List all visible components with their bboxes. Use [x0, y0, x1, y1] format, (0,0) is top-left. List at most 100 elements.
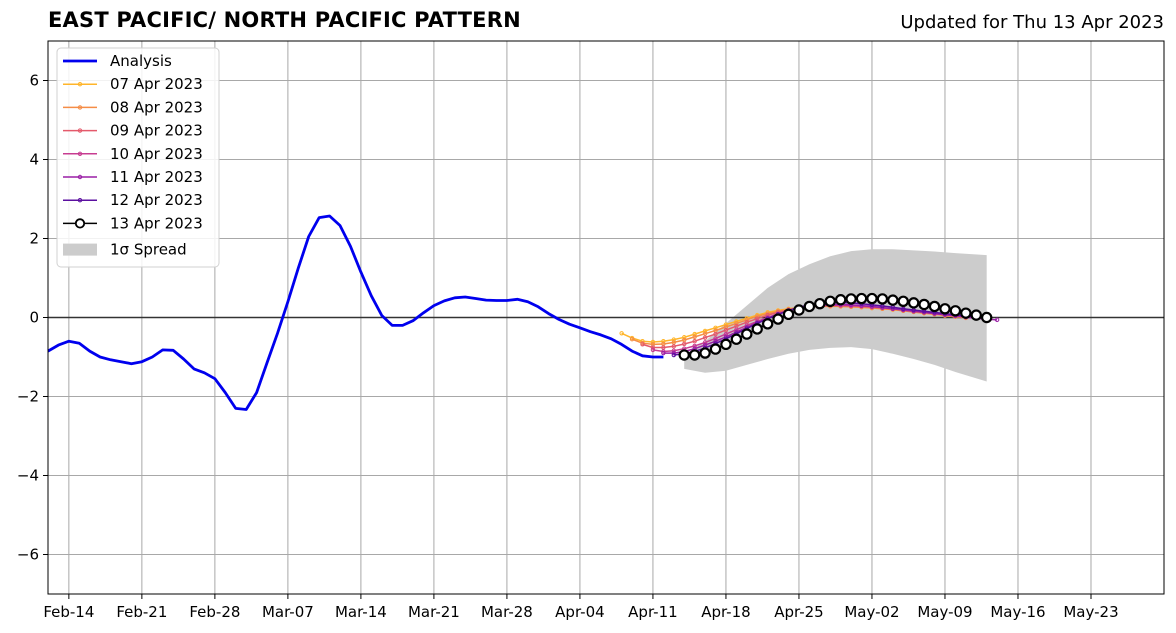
forecast-point: [682, 335, 687, 340]
forecast-point: [702, 342, 708, 348]
analysis-line: [47, 214, 664, 411]
forecast-point: [855, 292, 868, 305]
forecast-point: [918, 298, 930, 311]
forecast-point: [741, 328, 753, 340]
legend-label: 1σ Spread: [110, 241, 187, 259]
forecast-point: [876, 293, 889, 305]
forecast-point: [949, 305, 962, 317]
forecast-point: [713, 325, 718, 330]
forecast-point: [772, 313, 784, 325]
spread-band: [684, 249, 987, 382]
forecast-point: [692, 343, 697, 349]
forecast-point: [751, 323, 763, 335]
forecast-point: [761, 318, 774, 330]
legend-marker: [77, 105, 83, 110]
forecast-point: [960, 307, 972, 319]
forecast-point: [793, 304, 805, 316]
forecast-point: [723, 327, 729, 333]
forecast-point: [702, 340, 708, 345]
y-tick-label: −2: [17, 388, 39, 406]
forecast-point: [692, 339, 697, 344]
forecast-point: [699, 347, 711, 359]
x-tick-label: May-23: [1063, 603, 1118, 621]
x-tick-label: Mar-14: [335, 603, 387, 621]
y-tick-label: −6: [17, 546, 39, 564]
legend-marker: [77, 174, 83, 180]
axis-ticks: Feb-14 Feb-21 Feb-28 Mar-07 Mar-14 Mar-21 Mar-…: [17, 72, 1119, 622]
forecast-point: [702, 331, 708, 336]
chart-subtitle: Updated for Thu 13 Apr 2023: [900, 12, 1164, 33]
legend-entry: 1σ Spread: [63, 241, 187, 259]
series-lines: [47, 214, 1000, 411]
legend-label: 11 Apr 2023: [110, 168, 203, 186]
forecast-point: [688, 349, 701, 361]
x-tick-label: Apr-18: [701, 603, 751, 621]
forecast-point: [866, 292, 878, 305]
x-tick-label: Feb-28: [189, 603, 240, 621]
legend-marker: [77, 151, 83, 157]
forecast-point: [661, 349, 666, 354]
forecast-point: [713, 336, 718, 341]
legend-label: 08 Apr 2023: [110, 98, 203, 116]
legend-marker: [77, 128, 83, 133]
x-tick-label: Mar-21: [408, 603, 460, 621]
forecast-point: [814, 297, 826, 310]
y-tick-label: 0: [29, 309, 39, 327]
chart-title: EAST PACIFIC/ NORTH PACIFIC PATTERN: [48, 8, 521, 32]
x-tick-label: May-02: [844, 603, 899, 621]
legend-entry: Analysis: [63, 52, 172, 70]
forecast-point: [650, 345, 656, 350]
forecast-point: [845, 293, 857, 305]
forecast-point: [782, 308, 795, 321]
y-tick-label: 4: [29, 151, 39, 169]
forecast-point: [730, 333, 743, 345]
y-tick-label: 6: [29, 72, 39, 90]
forecast-point: [678, 349, 690, 361]
forecast-point: [629, 337, 635, 342]
legend-marker: [77, 198, 83, 203]
forecast-point: [709, 343, 722, 355]
x-tick-label: Apr-25: [774, 603, 824, 621]
x-tick-label: Mar-28: [481, 603, 533, 621]
legend-entry: 10 Apr 2023: [63, 145, 203, 163]
y-tick-label: −4: [17, 467, 39, 485]
x-tick-label: Apr-11: [628, 603, 678, 621]
forecast-point: [671, 352, 676, 358]
legend-entry: 07 Apr 2023: [63, 75, 203, 93]
legend-label: 09 Apr 2023: [110, 122, 203, 140]
forecast-point: [661, 345, 666, 350]
forecast-point: [970, 309, 982, 321]
forecast-point: [720, 338, 732, 351]
forecast-point: [994, 317, 1000, 323]
legend-marker: [77, 82, 83, 87]
forecast-point: [692, 334, 697, 340]
legend-label: 13 Apr 2023: [110, 214, 203, 232]
series-13-apr-2023: [678, 292, 993, 361]
forecast-point: [907, 297, 920, 309]
forecast-point: [640, 342, 645, 347]
legend-label: 12 Apr 2023: [110, 191, 203, 209]
forecast-point: [682, 341, 687, 347]
x-tick-label: Feb-21: [116, 603, 167, 621]
forecast-point: [702, 328, 708, 334]
forecast-point: [682, 337, 687, 343]
forecast-point: [824, 295, 836, 308]
forecast-point: [734, 321, 739, 326]
forecast-point: [661, 350, 666, 356]
forecast-point: [928, 300, 941, 313]
legend-entry: 08 Apr 2023: [63, 98, 203, 116]
forecast-point: [713, 331, 718, 337]
x-tick-label: Apr-04: [555, 603, 605, 621]
forecast-point: [887, 294, 899, 306]
legend-entry: 11 Apr 2023: [63, 168, 203, 186]
forecast-point: [901, 306, 906, 312]
legend-box: [56, 47, 220, 268]
forecast-point: [671, 337, 676, 342]
x-tick-label: May-09: [917, 603, 972, 621]
forecast-point: [803, 300, 816, 313]
legend-marker: [74, 218, 86, 229]
legend-label: 10 Apr 2023: [110, 145, 203, 163]
legend: Analysis 07 Apr 2023 08 Apr 2023 09 Apr 202…: [56, 47, 220, 268]
forecast-point: [671, 344, 676, 349]
